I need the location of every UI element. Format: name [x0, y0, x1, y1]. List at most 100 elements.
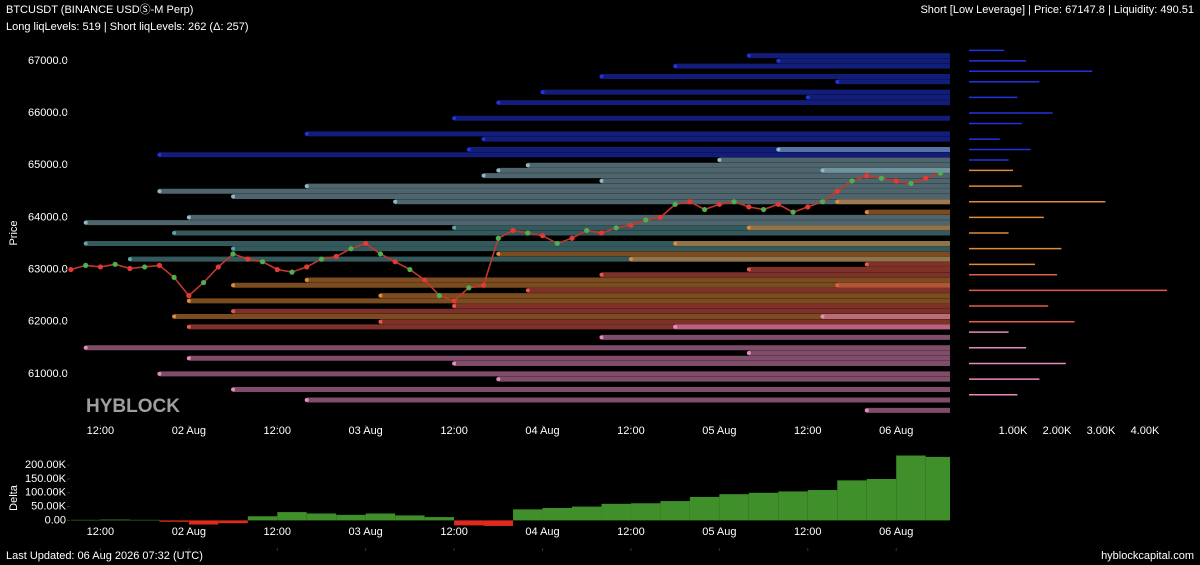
liq-level-start — [835, 283, 840, 288]
y-axis-label: Price — [8, 220, 20, 245]
liq-level-start — [157, 189, 162, 194]
x-tick-label: 12:00 — [794, 425, 822, 437]
delta-bar — [277, 512, 307, 521]
delta-bar — [100, 519, 130, 521]
x-tick-label: 03 Aug — [349, 425, 383, 437]
liq-level-start — [378, 319, 383, 324]
x-tick-label: 12:00 — [440, 526, 468, 538]
x-tick-label: 12:00 — [87, 425, 115, 437]
y-tick-label: 0.00 — [45, 514, 66, 526]
price-point — [613, 225, 619, 231]
liq-level-start — [304, 397, 309, 402]
price-point — [451, 298, 457, 304]
liq-level-start — [496, 251, 501, 256]
price-point — [790, 209, 796, 215]
price-point — [407, 266, 413, 273]
liq-level-start — [864, 262, 869, 267]
liq-level-start — [186, 324, 191, 329]
liq-level-start — [83, 241, 88, 246]
delta-bar — [748, 492, 779, 521]
delta-bar — [218, 520, 248, 524]
price-point — [569, 235, 575, 241]
delta-bar — [837, 480, 867, 521]
liq-level-start — [231, 387, 236, 392]
liq-level-start — [776, 58, 781, 63]
price-point — [274, 266, 280, 273]
liq-level-start — [820, 314, 825, 319]
price-point — [200, 279, 207, 286]
liq-level-start — [673, 324, 678, 329]
liq-level-start — [157, 152, 162, 157]
y-tick-label: 64000.0 — [28, 211, 68, 223]
liq-level-start — [746, 351, 751, 356]
x-tick-label: 04 Aug — [525, 526, 559, 538]
price-point — [628, 222, 634, 228]
x-tick-label: 06 Aug — [879, 526, 913, 538]
price-point — [466, 285, 472, 291]
delta-bar — [395, 515, 425, 521]
x-tick-label: 02 Aug — [172, 425, 206, 437]
x-tick-label: 3.00K — [1087, 425, 1116, 437]
liq-level-start — [172, 231, 177, 236]
x-tick-label: 05 Aug — [702, 425, 736, 437]
price-point — [716, 201, 722, 207]
delta-bar — [601, 503, 631, 521]
price-point — [731, 199, 737, 205]
delta-bar — [513, 509, 543, 521]
price-point — [480, 282, 487, 288]
liq-level-start — [835, 79, 840, 84]
y-tick-label: 61000.0 — [28, 368, 68, 380]
price-point — [289, 269, 295, 275]
liq-level-start — [481, 173, 486, 178]
x-tick-label: 1.00K — [999, 425, 1028, 437]
site: hyblockcapital.com — [1101, 550, 1194, 562]
liq-level-start — [127, 257, 132, 262]
liq-level-start — [776, 147, 781, 152]
watermark: HYBLOCK — [86, 396, 180, 417]
delta-bar — [424, 517, 455, 521]
x-tick-label: 12:00 — [794, 526, 822, 538]
liq-level-start — [452, 361, 457, 366]
delta-bar — [896, 455, 926, 521]
liq-level-start — [481, 137, 486, 142]
liq-level-start — [835, 199, 840, 204]
liq-level-start — [186, 215, 191, 220]
price-point — [333, 253, 339, 260]
delta-bar — [306, 513, 337, 521]
price-point — [171, 274, 177, 280]
delta-bar — [925, 456, 950, 521]
price-point — [923, 175, 929, 181]
delta-bar — [365, 513, 396, 521]
x-tick-label: 05 Aug — [702, 526, 736, 538]
price-point — [68, 266, 74, 273]
liq-level-start — [186, 298, 191, 303]
price-point — [348, 246, 354, 252]
x-tick-label: 12:00 — [263, 425, 291, 437]
liq-level-start — [466, 147, 471, 152]
price-point — [83, 262, 89, 268]
liq-level-start — [304, 277, 309, 282]
price-point — [436, 293, 442, 299]
delta-bar — [866, 478, 897, 521]
price-point — [525, 230, 531, 236]
x-tick-label: 02 Aug — [172, 526, 206, 538]
price-point — [363, 240, 369, 247]
price-point — [687, 199, 693, 205]
liq-level-start — [393, 199, 398, 204]
delta-bar — [572, 506, 602, 521]
y-tick-label: 63000.0 — [28, 263, 68, 275]
delta-bar — [188, 520, 219, 525]
liq-level-start — [805, 95, 810, 100]
y-tick-label: 65000.0 — [28, 159, 68, 171]
charts: Price 61000.0 62000.0 63000.0 64000.0 65000.0… — [8, 49, 1167, 551]
liq-level-start — [864, 210, 869, 215]
x-tick-label: 12:00 — [263, 526, 291, 538]
liq-level-start — [83, 220, 88, 225]
delta-bar — [129, 519, 160, 521]
price-point — [643, 217, 649, 223]
liq-level-start — [496, 377, 501, 382]
price-point — [598, 230, 605, 236]
price-point — [554, 240, 560, 247]
y-axis-label: Delta — [8, 484, 20, 511]
liq-level-start — [540, 90, 545, 95]
